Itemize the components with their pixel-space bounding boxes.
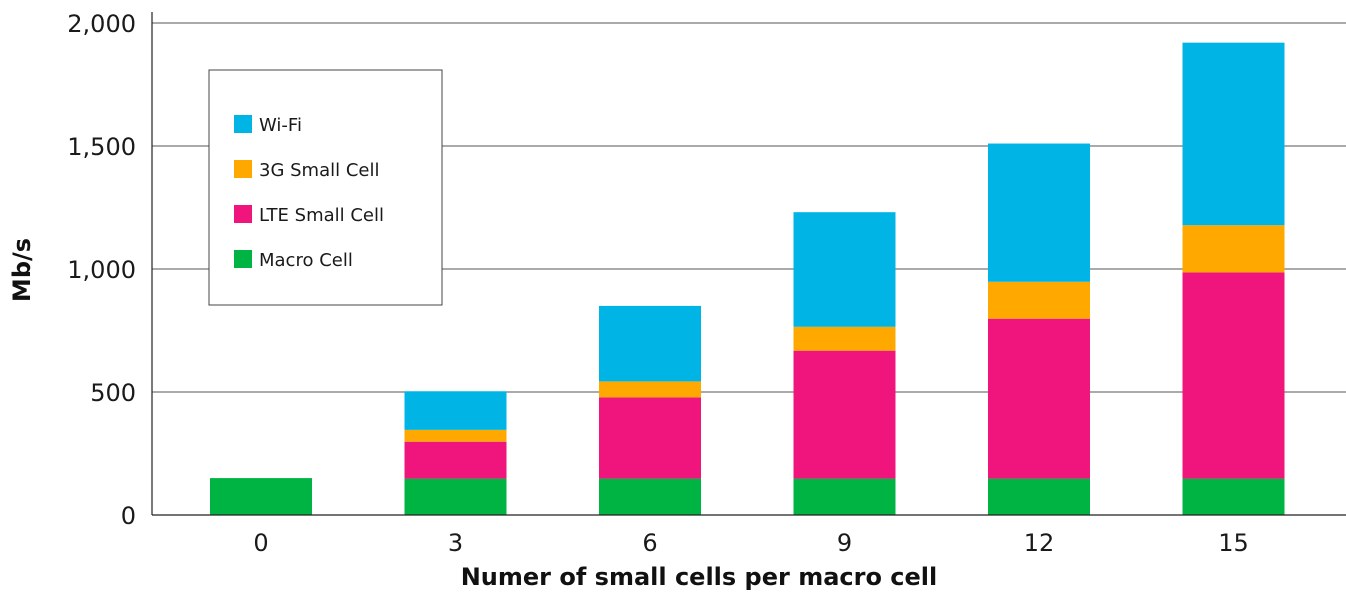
bar-segment-wi-fi <box>988 143 1090 282</box>
legend-label: LTE Small Cell <box>259 205 384 226</box>
bar-segment-3g-small-cell <box>988 281 1090 319</box>
bar-segment-lte-small-cell <box>1182 272 1285 479</box>
bar-segment-macro-cell <box>793 478 896 515</box>
bar-segment-wi-fi <box>793 212 896 327</box>
bar-segment-macro-cell <box>1182 478 1285 515</box>
y-tick-label: 0 <box>121 502 136 530</box>
x-tick-label: 3 <box>448 529 463 557</box>
x-tick-label: 9 <box>837 529 852 557</box>
bar-segment-macro-cell <box>210 478 312 515</box>
bar-segment-lte-small-cell <box>988 318 1090 479</box>
bar-segment-wi-fi <box>1182 42 1285 226</box>
y-tick-label: 1,000 <box>67 256 136 284</box>
y-tick-label: 2,000 <box>67 10 136 38</box>
y-tick-labels: 0 500 1,000 1,500 2,000 <box>67 10 136 530</box>
bar-segment-macro-cell <box>988 478 1090 515</box>
x-tick-label: 6 <box>642 529 657 557</box>
bar-segment-macro-cell <box>599 478 701 515</box>
legend-label: 3G Small Cell <box>259 160 379 181</box>
bar-segment-3g-small-cell <box>793 326 896 351</box>
legend-swatch <box>234 160 252 178</box>
x-tick-labels: 0 3 6 9 12 15 <box>253 529 1248 557</box>
legend-swatch <box>234 205 252 223</box>
axes <box>151 12 1346 516</box>
bar-segment-3g-small-cell <box>599 381 701 398</box>
bar-segment-wi-fi <box>599 305 701 382</box>
legend-label: Macro Cell <box>259 250 353 271</box>
y-tick-label: 500 <box>90 379 136 407</box>
legend: Wi-Fi 3G Small Cell LTE Small Cell Macro Ce… <box>208 69 443 306</box>
bar-segment-lte-small-cell <box>599 397 701 479</box>
legend-label: Wi-Fi <box>259 115 302 136</box>
y-tick-label: 1,500 <box>67 133 136 161</box>
y-axis-title: Mb/s <box>8 238 36 302</box>
x-axis-title: Numer of small cells per macro cell <box>461 563 938 591</box>
bar-segment-lte-small-cell <box>404 441 507 479</box>
x-tick-label: 12 <box>1024 529 1055 557</box>
x-tick-label: 0 <box>253 529 268 557</box>
bar-segment-macro-cell <box>404 478 507 515</box>
bar-segment-lte-small-cell <box>793 350 896 479</box>
legend-swatch <box>234 250 252 268</box>
bars <box>210 42 1285 515</box>
legend-swatch <box>234 115 252 133</box>
bar-segment-3g-small-cell <box>404 429 507 442</box>
bar-segment-3g-small-cell <box>1182 225 1285 273</box>
x-tick-label: 15 <box>1218 529 1249 557</box>
bar-segment-wi-fi <box>404 391 507 430</box>
